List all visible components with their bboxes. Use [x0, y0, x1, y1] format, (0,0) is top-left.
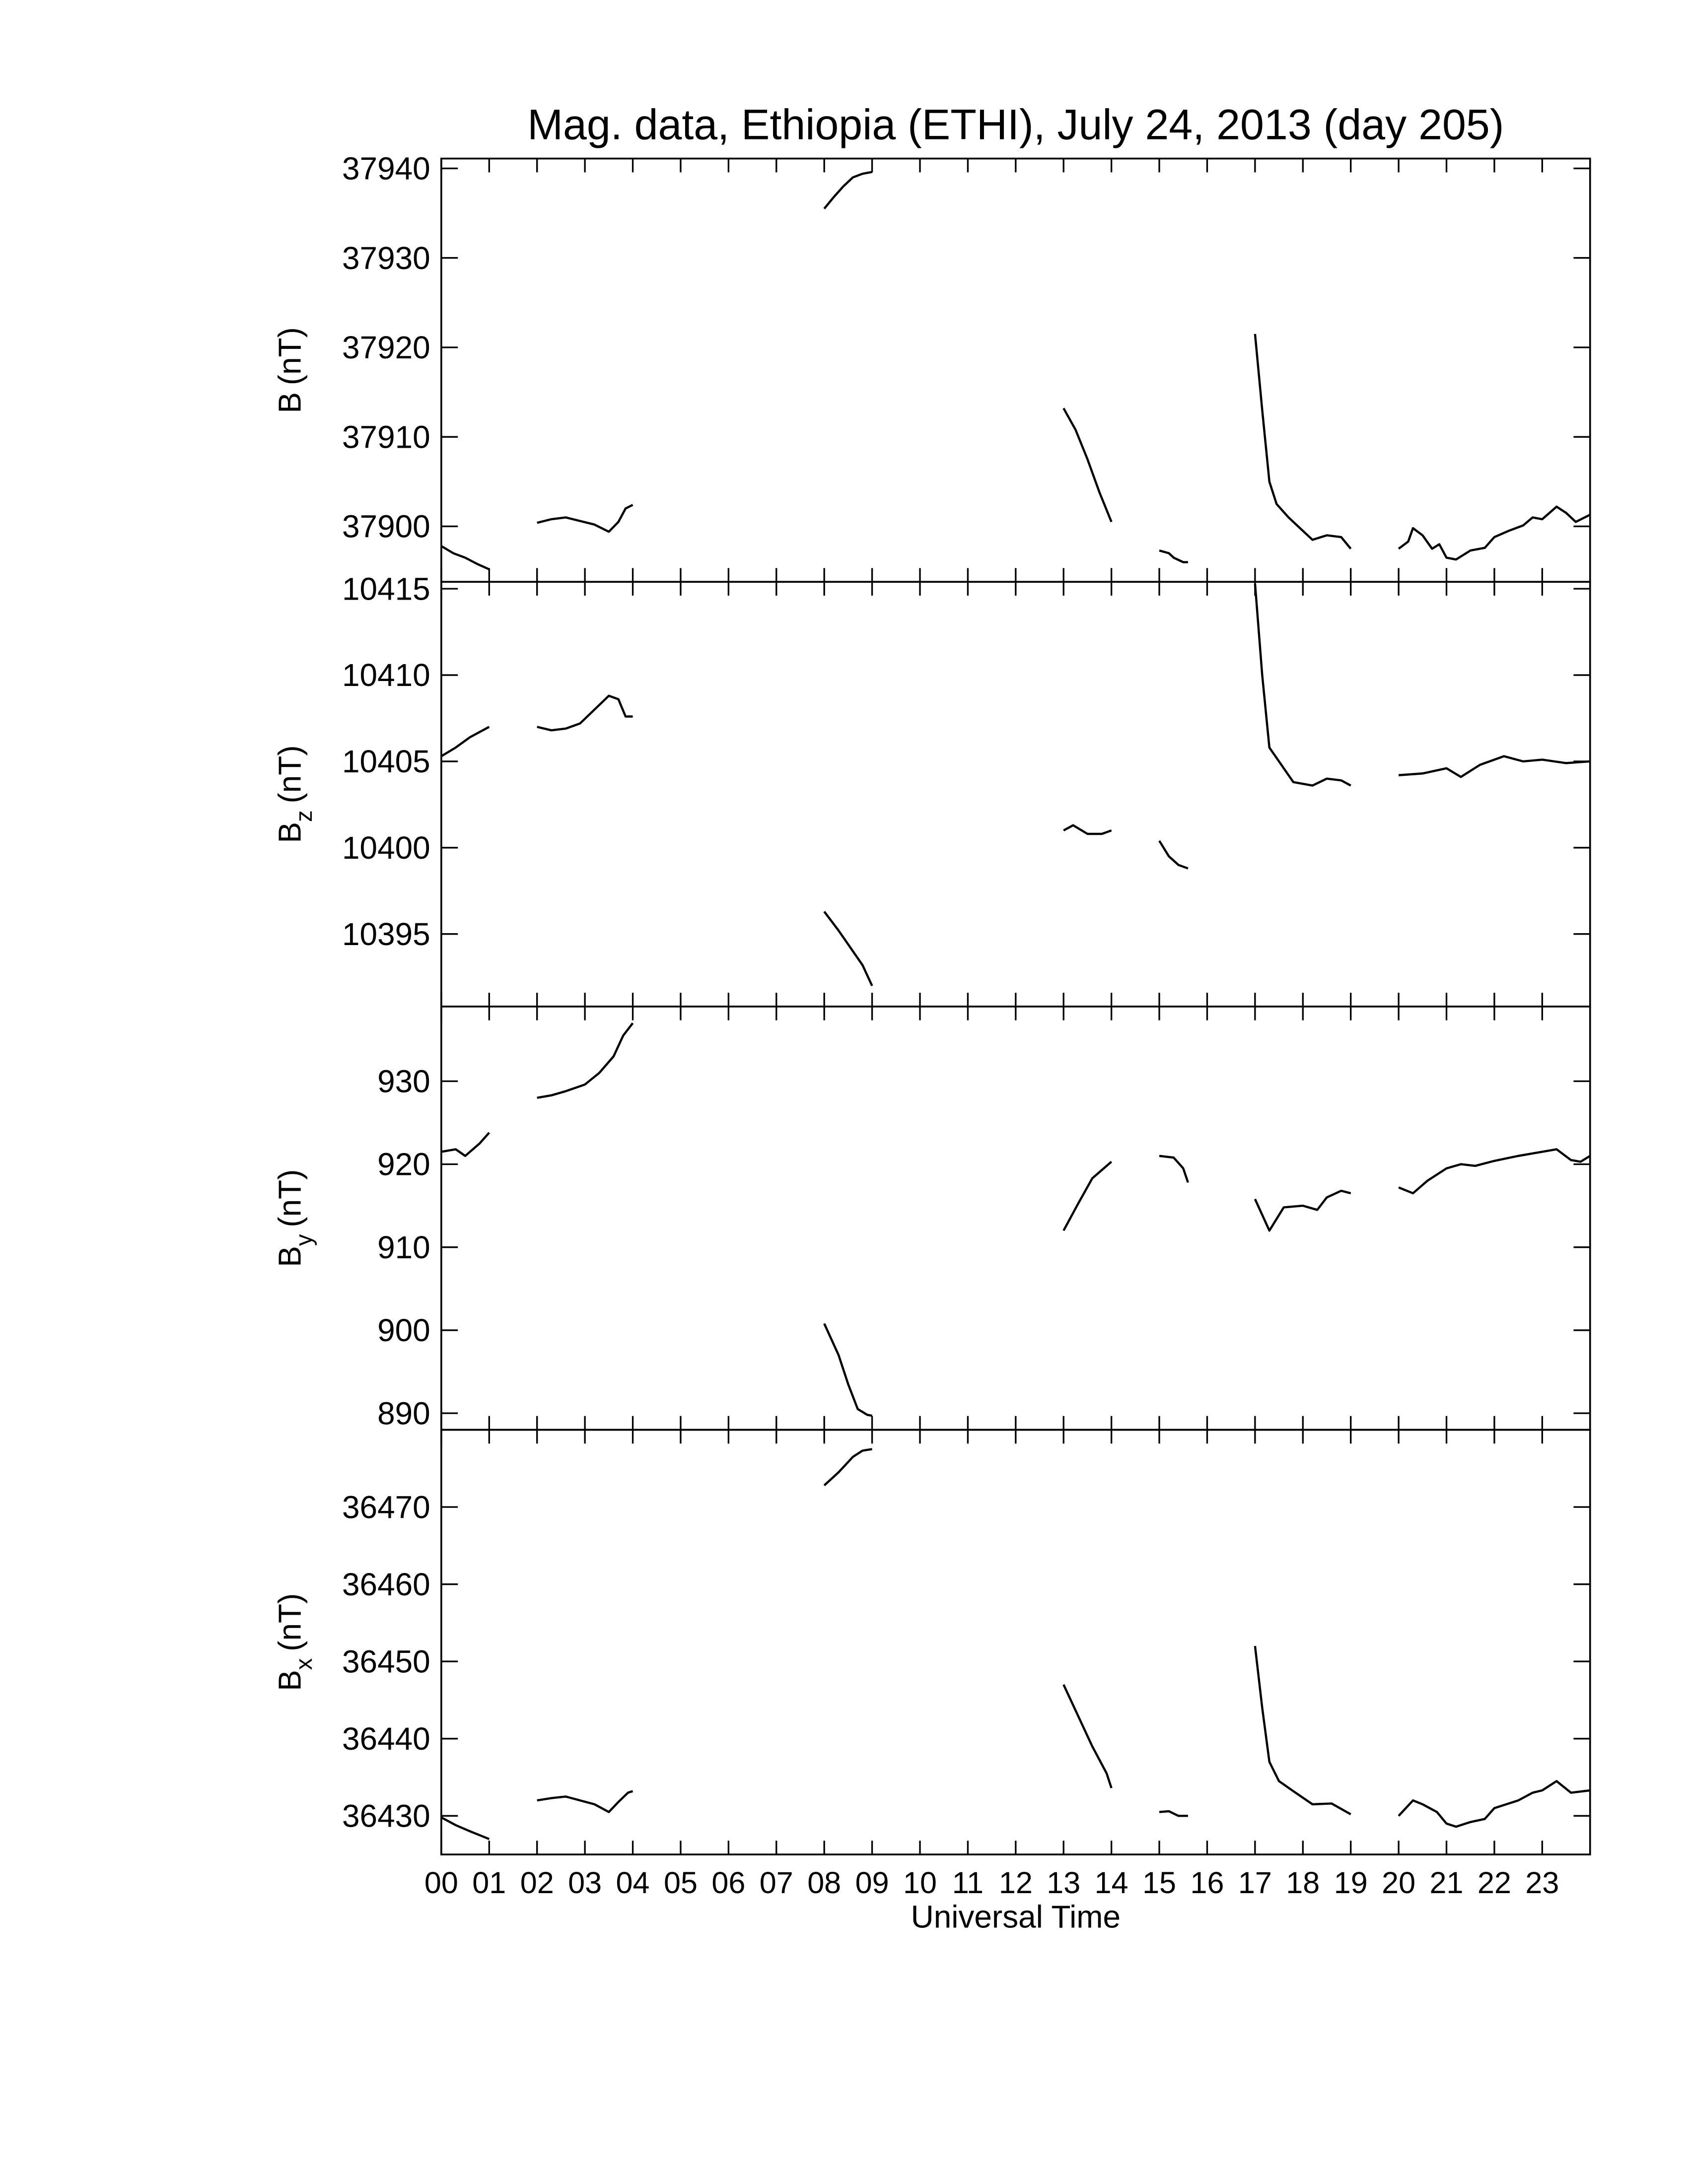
x-tick-label: 05	[664, 1866, 698, 1900]
y-tick-label: 37940	[342, 150, 430, 186]
y-tick-label: 36430	[342, 1798, 430, 1834]
y-label-subscript: y	[291, 1234, 317, 1246]
plot-frame	[440, 1005, 1591, 1431]
y-axis-label: Bz (nT)	[272, 745, 317, 843]
data-line	[441, 1022, 1591, 1417]
y-label-symbol: B	[272, 392, 308, 413]
x-tick-label: 10	[903, 1866, 937, 1900]
y-label-unit: (nT)	[272, 327, 308, 385]
x-tick-label: 20	[1382, 1866, 1415, 1900]
x-tick-label: 13	[1047, 1866, 1080, 1900]
x-tick-label: 17	[1238, 1866, 1272, 1900]
plot-frame	[440, 157, 1591, 583]
x-tick-label: 03	[568, 1866, 602, 1900]
x-tick-label: 02	[520, 1866, 554, 1900]
x-tick-label: 19	[1334, 1866, 1368, 1900]
x-tick-label: 08	[807, 1866, 841, 1900]
y-label-symbol: B	[272, 1246, 308, 1267]
y-label-symbol: B	[272, 822, 308, 843]
y-label-unit: (nT)	[272, 1169, 308, 1228]
plot-frame	[440, 1429, 1591, 1855]
x-tick-label: 23	[1525, 1866, 1559, 1900]
y-tick-label: 36440	[342, 1721, 430, 1757]
data-line	[440, 171, 1591, 571]
y-tick-label: 930	[377, 1063, 430, 1099]
y-tick-label: 37930	[342, 240, 430, 276]
y-tick-label: 920	[377, 1147, 430, 1182]
data-line	[440, 583, 1590, 986]
y-axis-label: By (nT)	[272, 1169, 317, 1267]
y-label-unit: (nT)	[272, 1593, 308, 1651]
y-tick-label: 36460	[342, 1567, 430, 1602]
x-tick-label: 11	[952, 1866, 984, 1900]
plot-frame	[440, 581, 1591, 1008]
x-tick-label: 09	[855, 1866, 889, 1900]
data-line	[440, 1448, 1591, 1841]
y-tick-label: 890	[377, 1395, 430, 1431]
y-tick-label: 10415	[342, 571, 430, 607]
y-tick-label: 900	[377, 1312, 430, 1348]
x-tick-label: 07	[760, 1866, 793, 1900]
y-axis-label: B (nT)	[272, 327, 308, 413]
y-label-subscript: z	[291, 810, 317, 822]
x-tick-label: 18	[1286, 1866, 1320, 1900]
x-tick-label: 06	[711, 1866, 745, 1900]
y-tick-label: 10400	[342, 830, 430, 866]
x-tick-label: 00	[424, 1866, 458, 1900]
y-tick-label: 10395	[342, 916, 430, 952]
y-tick-label: 37920	[342, 330, 430, 365]
x-tick-label: 16	[1190, 1866, 1224, 1900]
y-tick-label: 36450	[342, 1643, 430, 1679]
y-tick-label: 10410	[342, 657, 430, 693]
x-tick-label: 21	[1430, 1866, 1464, 1900]
x-tick-label: 14	[1095, 1866, 1128, 1900]
x-tick-label: 15	[1142, 1866, 1176, 1900]
x-tick-label: 01	[472, 1866, 506, 1900]
chart-title: Mag. data, Ethiopia (ETHI), July 24, 201…	[527, 101, 1504, 149]
y-label-symbol: B	[272, 1670, 308, 1691]
y-tick-label: 10405	[342, 744, 430, 779]
y-label-subscript: x	[291, 1658, 317, 1670]
x-axis-label: Universal Time	[911, 1899, 1121, 1934]
y-tick-label: 37900	[342, 509, 430, 545]
x-tick-label: 04	[616, 1866, 650, 1900]
y-axis-label: Bx (nT)	[272, 1593, 317, 1691]
y-label-unit: (nT)	[272, 745, 308, 803]
y-tick-label: 36470	[342, 1489, 430, 1525]
y-tick-label: 37910	[342, 419, 430, 455]
x-tick-label: 12	[999, 1866, 1033, 1900]
x-tick-label: 22	[1477, 1866, 1511, 1900]
y-tick-label: 910	[377, 1229, 430, 1265]
